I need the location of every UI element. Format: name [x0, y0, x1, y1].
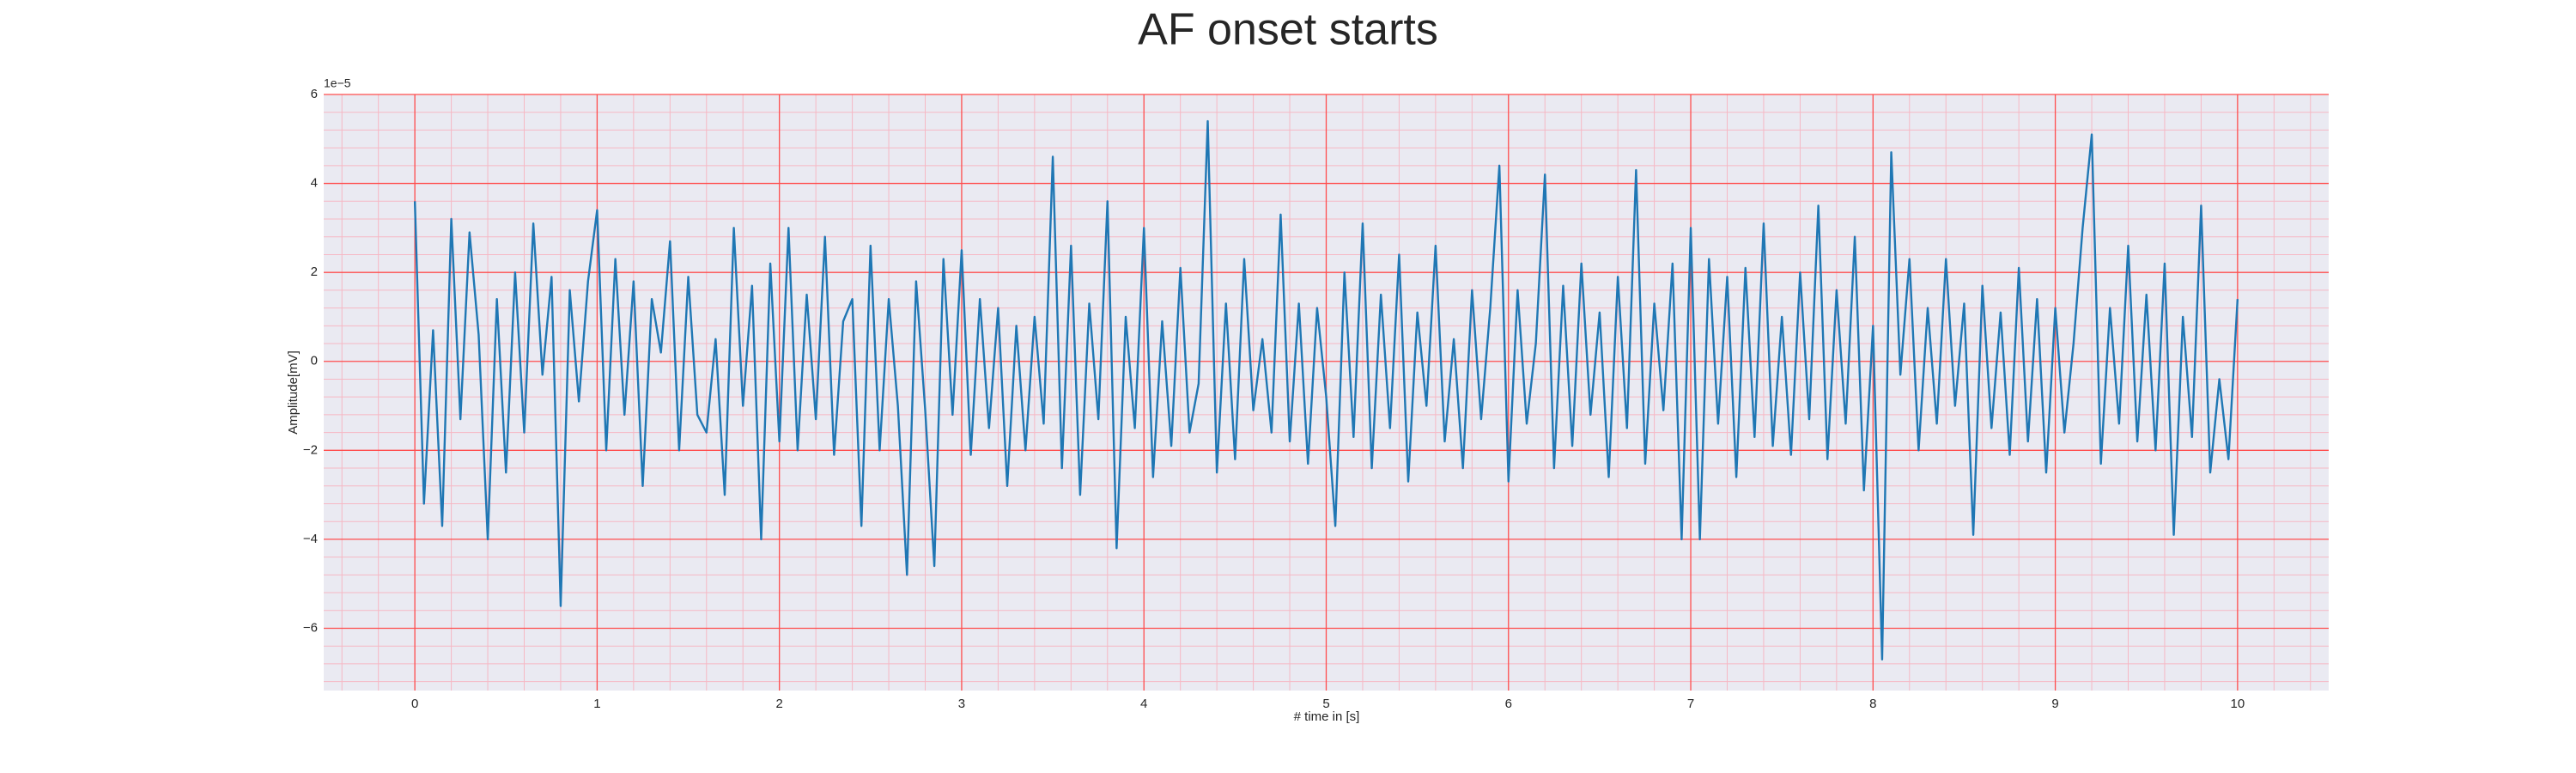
x-tick-label: 1 — [593, 697, 600, 711]
x-tick-label: 0 — [411, 697, 418, 711]
x-tick-label: 7 — [1687, 697, 1694, 711]
y-tick-label: 6 — [311, 87, 318, 101]
y-tick-label: −4 — [303, 532, 318, 546]
y-axis-label: Amplitude[mV] — [286, 350, 301, 435]
y-tick-label: 4 — [311, 176, 318, 191]
x-axis-label: # time in [s] — [1294, 709, 1360, 724]
chart-title: AF onset starts — [1138, 5, 1438, 55]
x-tick-label: 3 — [958, 697, 965, 711]
y-tick-label: −6 — [303, 620, 318, 635]
x-tick-label: 2 — [776, 697, 783, 711]
x-tick-label: 9 — [2051, 697, 2058, 711]
y-tick-label: 0 — [311, 354, 318, 368]
y-tick-label: −2 — [303, 442, 318, 457]
x-tick-label: 6 — [1505, 697, 1512, 711]
y-tick-label: 2 — [311, 265, 318, 279]
y-offset-label: 1e−5 — [324, 76, 351, 90]
signal-line — [413, 119, 2239, 660]
x-tick-label: 4 — [1140, 697, 1147, 711]
x-tick-label: 10 — [2231, 697, 2245, 711]
x-tick-label: 5 — [1322, 697, 1329, 711]
x-tick-label: 8 — [1869, 697, 1876, 711]
